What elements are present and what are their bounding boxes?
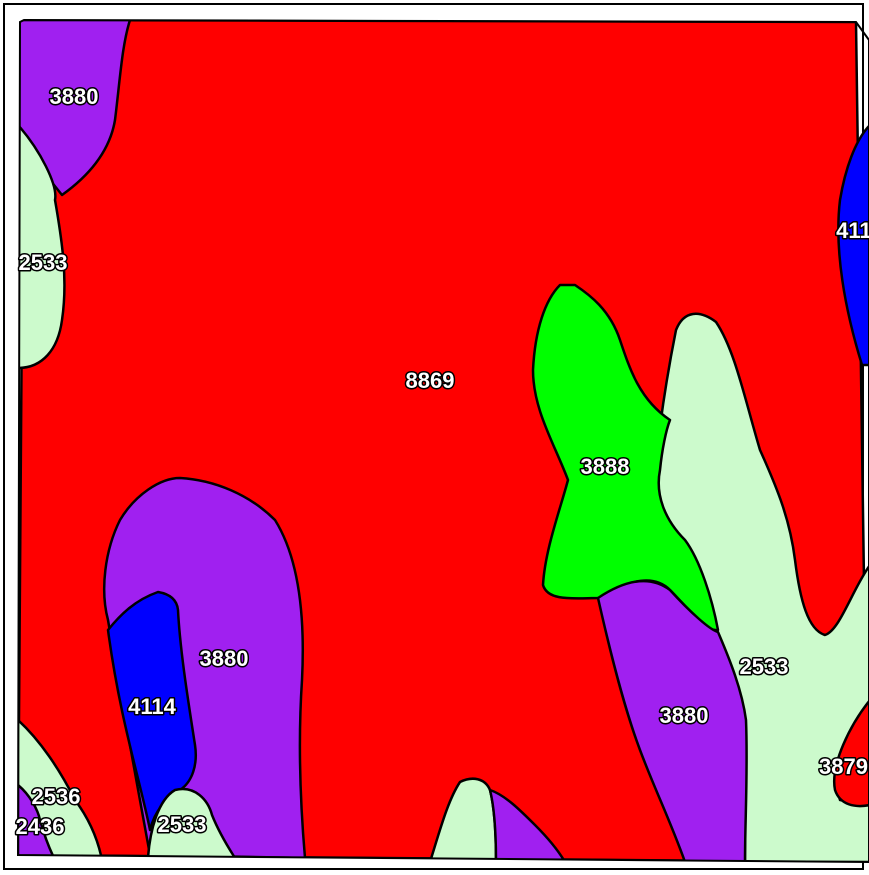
label-pale-left: 2533 [19,250,68,275]
label-purple-top-left: 3880 [50,84,99,109]
label-red-right-edge: 3879 [819,754,868,779]
label-red-main: 8869 [406,368,455,393]
label-pale-bottom: 2533 [158,812,207,837]
region-blue-left[interactable] [106,590,197,832]
label-purple-left: 3880 [200,646,249,671]
region-pale-left[interactable] [18,123,66,370]
region-red-right-edge[interactable] [832,698,869,808]
region-pale-bottom-center[interactable] [146,787,237,860]
label-pale-bottom-left: 2536 [32,784,81,809]
region-purple-bottom-right[interactable] [596,579,748,862]
region-purple-bottom-middle[interactable] [488,788,567,862]
label-purple-bottom-right: 3880 [660,703,709,728]
region-purple-top-left[interactable] [18,20,132,197]
label-blue-right: 4114 [836,218,869,243]
region-blue-right[interactable] [837,123,869,367]
label-green-center: 3888 [581,454,630,479]
label-blue-left: 4114 [128,694,176,719]
label-pale-right: 2533 [740,654,789,679]
label-purple-bottom-left: 2436 [16,814,65,839]
